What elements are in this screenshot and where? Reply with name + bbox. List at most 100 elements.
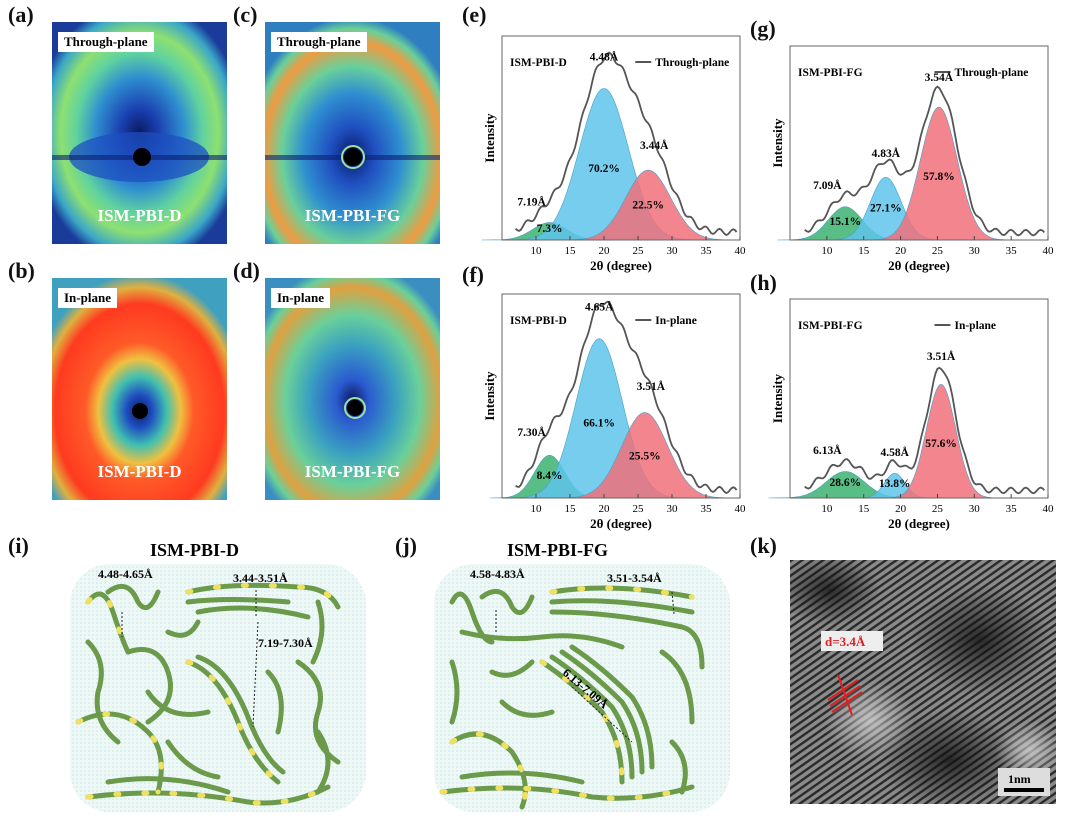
pattern-c-name: ISM-PBI-FG bbox=[304, 206, 401, 225]
dlabel-h-1: 4.58Å bbox=[880, 445, 909, 459]
panel-label-c: (c) bbox=[233, 2, 258, 27]
schematic-j-d2: 3.51-3.54Å bbox=[607, 571, 662, 585]
ylabel-h: Intensity bbox=[770, 373, 785, 423]
xrd-chart-g: 10 15 20 25 30 35 40 2θ (degree) Intensity ISM-PB… bbox=[770, 45, 1055, 273]
xrd-chart-f: 10 15 20 25 30 35 40 2θ (degree) Intensity ISM-PB… bbox=[482, 293, 747, 531]
tem-spacing-label: d=3.4Å bbox=[825, 634, 866, 649]
pattern-c: Through-plane ISM-PBI-FG bbox=[265, 22, 440, 244]
dlabel-e-2: 3.44Å bbox=[640, 138, 669, 152]
panel-label-d: (d) bbox=[233, 258, 260, 283]
dlabel-e-1: 4.48Å bbox=[590, 50, 619, 64]
dlabel-h-2: 3.51Å bbox=[927, 349, 956, 363]
pattern-c-tag: Through-plane bbox=[271, 32, 367, 52]
pct-f-1: 66.1% bbox=[583, 417, 615, 429]
tem-image-k: d=3.4Å 1nm bbox=[790, 560, 1056, 804]
tick-label-h-4: 30 bbox=[969, 503, 981, 515]
pattern-a: Through-plane ISM-PBI-D bbox=[52, 22, 227, 244]
tick-label-f-3: 25 bbox=[633, 503, 645, 515]
dlabel-g-0: 7.09Å bbox=[813, 178, 842, 192]
schematic-i-d2: 3.44-3.51Å bbox=[233, 571, 288, 585]
panel-label-j: (j) bbox=[395, 533, 417, 558]
dlabel-f-0: 7.30Å bbox=[517, 425, 546, 439]
sample-h: ISM-PBI-FG bbox=[798, 320, 863, 332]
legend-g: Through-plane bbox=[954, 67, 1028, 79]
tick-label-e-0: 10 bbox=[531, 245, 543, 257]
tick-label-g-4: 30 bbox=[969, 245, 981, 257]
tick-label-e-3: 25 bbox=[633, 245, 645, 257]
pattern-d-name: ISM-PBI-FG bbox=[304, 462, 401, 481]
pct-g-0: 15.1% bbox=[829, 216, 861, 228]
tick-label-e-4: 30 bbox=[667, 245, 679, 257]
panel-label-h: (h) bbox=[750, 270, 777, 295]
frame-e bbox=[501, 35, 741, 241]
schematic-i: 4.48-4.65Å 3.44-3.51Å 7.19-7.30Å bbox=[70, 564, 366, 812]
panel-label-b: (b) bbox=[8, 258, 35, 283]
tick-label-f-0: 10 bbox=[531, 503, 543, 515]
schematic-i-d3: 7.19-7.30Å bbox=[258, 636, 313, 650]
schematic-j: 4.58-4.83Å 3.51-3.54Å 6.13-7.09Å bbox=[434, 564, 730, 812]
tick-label-h-5: 35 bbox=[1006, 503, 1018, 515]
pct-h-2: 57.6% bbox=[925, 438, 957, 450]
legend-h: In-plane bbox=[954, 320, 996, 332]
panel-label-e: (e) bbox=[462, 2, 487, 27]
panel-label-a: (a) bbox=[8, 2, 34, 27]
tick-label-h-2: 20 bbox=[895, 503, 907, 515]
schematic-j-title: ISM-PBI-FG bbox=[507, 540, 608, 560]
tick-label-g-0: 10 bbox=[821, 245, 833, 257]
tick-label-e-1: 15 bbox=[565, 245, 577, 257]
legend-e: Through-plane bbox=[655, 57, 729, 69]
dlabel-g-1: 4.83Å bbox=[872, 146, 901, 160]
dlabel-f-1: 4.65Å bbox=[585, 299, 614, 313]
pattern-b-tag: In-plane bbox=[58, 288, 117, 308]
schematic-i-title: ISM-PBI-D bbox=[150, 540, 239, 560]
panel-label-i: (i) bbox=[8, 533, 29, 558]
tick-label-h-6: 40 bbox=[1043, 503, 1055, 515]
curve-e bbox=[514, 51, 738, 237]
pattern-a-tag: Through-plane bbox=[58, 32, 154, 52]
pattern-b: In-plane ISM-PBI-D bbox=[52, 278, 227, 500]
pct-h-1: 13.8% bbox=[879, 478, 911, 490]
frame-g bbox=[789, 45, 1049, 241]
sample-g: ISM-PBI-FG bbox=[798, 67, 863, 79]
frame-h bbox=[789, 298, 1049, 499]
pct-e-2: 22.5% bbox=[632, 200, 664, 212]
pattern-d: In-plane ISM-PBI-FG bbox=[265, 278, 440, 500]
pct-f-0: 8.4% bbox=[537, 470, 563, 482]
ylabel-f: Intensity bbox=[482, 371, 497, 421]
tick-label-g-6: 40 bbox=[1043, 245, 1055, 257]
curve-g bbox=[804, 85, 1045, 237]
xlabel-g: 2θ (degree) bbox=[888, 258, 950, 273]
frame-f bbox=[501, 293, 741, 499]
panel-label-k: (k) bbox=[750, 533, 777, 558]
curve-h bbox=[804, 366, 1045, 495]
peak-f-2 bbox=[552, 412, 738, 499]
pct-f-2: 25.5% bbox=[629, 451, 661, 463]
ylabel-g: Intensity bbox=[770, 118, 785, 168]
pattern-b-name: ISM-PBI-D bbox=[97, 462, 182, 481]
xlabel-f: 2θ (degree) bbox=[590, 516, 652, 531]
tick-label-g-2: 20 bbox=[895, 245, 907, 257]
dlabel-h-0: 6.13Å bbox=[813, 443, 842, 457]
tick-label-h-3: 25 bbox=[932, 503, 944, 515]
pct-h-0: 28.6% bbox=[829, 477, 861, 489]
sample-e: ISM-PBI-D bbox=[510, 57, 567, 69]
legend-f: In-plane bbox=[655, 315, 697, 327]
pattern-d-tag: In-plane bbox=[271, 288, 330, 308]
xrd-chart-e: 10 15 20 25 30 35 40 2θ (degree) Intensity ISM-PB… bbox=[481, 35, 746, 273]
sample-f: ISM-PBI-D bbox=[510, 315, 567, 327]
xlabel-e: 2θ (degree) bbox=[590, 258, 652, 273]
schematic-i-d1: 4.48-4.65Å bbox=[98, 567, 153, 581]
tick-label-g-3: 25 bbox=[932, 245, 944, 257]
tick-label-f-6: 40 bbox=[735, 503, 747, 515]
tick-label-g-5: 35 bbox=[1006, 245, 1018, 257]
xlabel-h: 2θ (degree) bbox=[888, 516, 950, 531]
panel-label-g: (g) bbox=[750, 16, 776, 41]
tick-label-h-1: 15 bbox=[858, 503, 870, 515]
tick-label-h-0: 10 bbox=[821, 503, 833, 515]
schematic-j-d1: 4.58-4.83Å bbox=[470, 567, 525, 581]
dlabel-e-0: 7.19Å bbox=[517, 194, 546, 208]
panel-label-f: (f) bbox=[462, 262, 484, 287]
peak-e-2 bbox=[558, 169, 738, 241]
curve-f bbox=[515, 300, 738, 495]
peak-g-2 bbox=[865, 106, 1013, 241]
